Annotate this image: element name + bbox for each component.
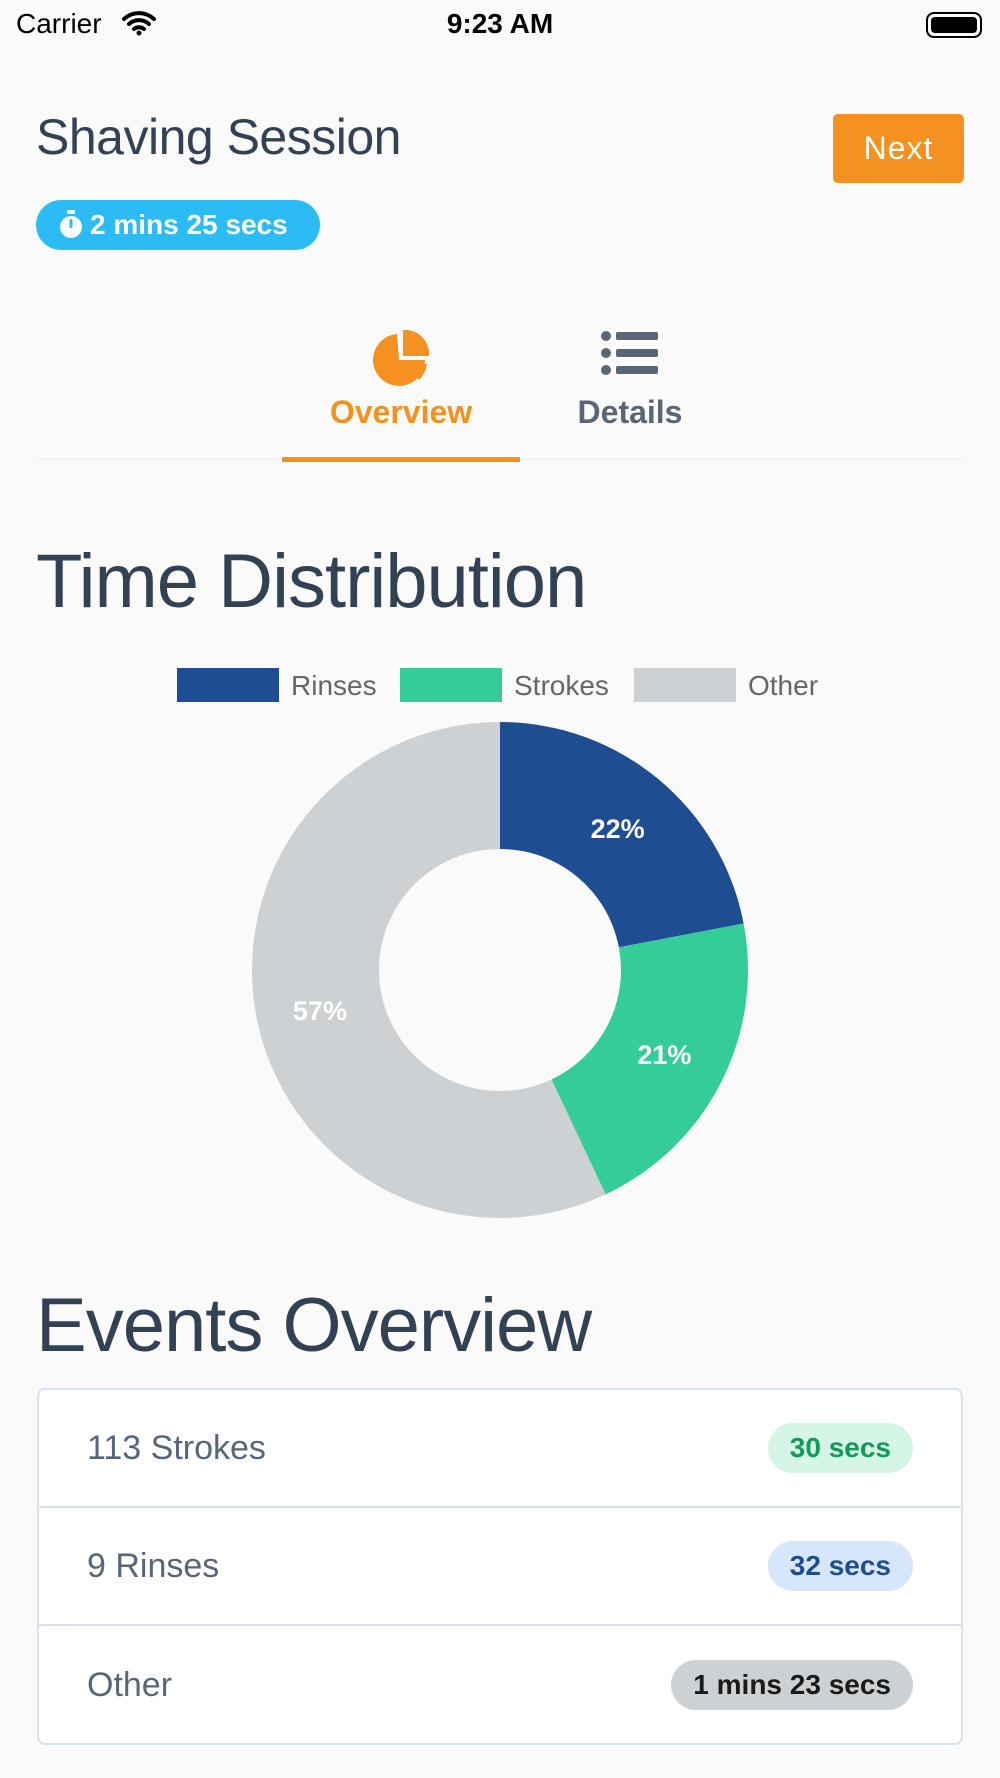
event-row-strokes: 113 Strokes 30 secs [39,1390,961,1508]
time-distribution-title: Time Distribution [36,539,587,624]
tab-overview-label: Overview [329,394,473,430]
status-time: 9:23 AM [446,8,554,39]
time-distribution-chart: Rinses Strokes Other 22% 21% 57% [177,668,818,1218]
status-bar: Carrier 9:23 AM [0,0,1000,50]
event-label: 113 Strokes [87,1428,266,1467]
next-button[interactable]: Next [833,114,964,183]
data-label-strokes: 21% [637,1040,691,1070]
battery-icon [926,12,982,38]
data-label-rinses: 22% [591,814,645,844]
legend-swatch-strokes [400,668,502,702]
legend-label-strokes: Strokes [514,670,609,701]
events-overview-title: Events Overview [36,1283,592,1368]
tab-details[interactable]: Details [520,320,740,460]
list-icon [600,328,660,383]
page-title: Shaving Session [36,109,401,165]
tab-overview[interactable]: Overview [282,320,520,462]
event-row-other: Other 1 mins 23 secs [39,1626,961,1743]
donut-slice-other [251,722,606,1218]
donut-slice-rinses [500,722,744,948]
carrier-label: Carrier [16,8,102,39]
stopwatch-icon [60,210,82,238]
legend-swatch-other [634,668,736,702]
event-duration-pill: 1 mins 23 secs [671,1660,913,1710]
tab-bar: Overview Details [36,320,964,462]
tab-details-label: Details [577,394,683,430]
legend-swatch-rinses [177,668,279,702]
duration-text: 2 mins 25 secs [90,209,288,240]
legend-label-other: Other [748,670,818,701]
event-label: 9 Rinses [87,1546,220,1585]
duration-badge: 2 mins 25 secs [36,200,320,250]
donut-slice-strokes [551,923,748,1195]
event-row-rinses: 9 Rinses 32 secs [39,1508,961,1626]
wifi-icon [122,10,156,41]
event-duration-pill: 30 secs [767,1423,913,1473]
data-label-other: 57% [293,996,347,1026]
active-tab-indicator [282,457,520,462]
pie-chart-icon [369,328,433,393]
legend-label-rinses: Rinses [291,670,377,701]
event-label: Other [87,1665,173,1704]
events-list: 113 Strokes 30 secs 9 Rinses 32 secs Oth… [37,1388,963,1745]
event-duration-pill: 32 secs [767,1541,913,1591]
